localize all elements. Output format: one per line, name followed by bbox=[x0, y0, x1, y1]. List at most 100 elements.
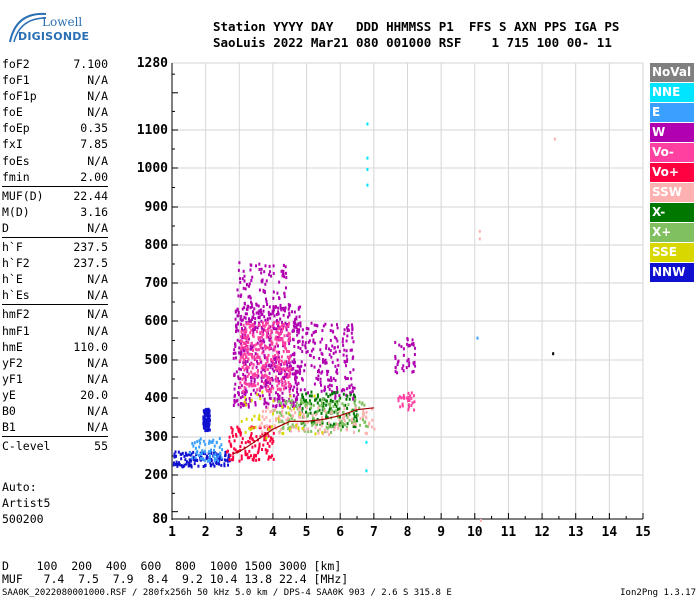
echo-point bbox=[273, 346, 276, 350]
param-value: 0.35 bbox=[80, 121, 108, 136]
echo-point bbox=[256, 330, 259, 334]
echo-point bbox=[295, 426, 298, 430]
echo-point bbox=[303, 399, 306, 403]
echo-point bbox=[398, 395, 401, 399]
echo-point bbox=[313, 330, 316, 334]
echo-point bbox=[292, 324, 295, 328]
echo-point bbox=[319, 340, 322, 344]
echo-point bbox=[203, 426, 206, 430]
echo-point bbox=[296, 328, 299, 332]
echo-point bbox=[266, 378, 269, 382]
param-value: 20.0 bbox=[80, 387, 108, 402]
echo-point bbox=[275, 327, 278, 331]
echo-point bbox=[277, 306, 280, 310]
param-row-b0: B0 N/A bbox=[2, 403, 108, 419]
echo-point bbox=[254, 373, 257, 377]
echo-point bbox=[397, 396, 400, 400]
echo-point bbox=[287, 399, 290, 403]
echo-point bbox=[232, 458, 235, 462]
echo-point bbox=[243, 315, 246, 319]
echo-point bbox=[259, 339, 262, 343]
echo-point bbox=[233, 393, 236, 397]
echo-point bbox=[204, 452, 207, 456]
echo-point bbox=[336, 415, 339, 419]
echo-point bbox=[410, 391, 413, 395]
echo-point bbox=[174, 450, 177, 454]
echo-point bbox=[259, 358, 262, 362]
echo-point bbox=[282, 431, 285, 435]
echo-point bbox=[405, 396, 408, 400]
echo-point bbox=[255, 302, 258, 306]
echo-point bbox=[212, 454, 215, 458]
echo-point bbox=[296, 329, 299, 333]
echo-point bbox=[307, 412, 310, 416]
echo-point bbox=[250, 328, 253, 332]
echo-point bbox=[241, 402, 244, 406]
echo-point bbox=[242, 353, 245, 357]
echo-point bbox=[213, 457, 216, 461]
echo-point bbox=[237, 427, 240, 431]
echo-point bbox=[329, 338, 332, 342]
echo-point bbox=[251, 373, 254, 377]
echo-point bbox=[301, 393, 304, 397]
echo-point bbox=[247, 372, 250, 376]
echo-point bbox=[224, 450, 227, 454]
echo-point bbox=[315, 421, 318, 425]
echo-point bbox=[363, 403, 366, 407]
echo-point bbox=[306, 350, 309, 354]
echo-point bbox=[232, 351, 235, 355]
echo-point bbox=[255, 264, 258, 268]
echo-point bbox=[233, 373, 236, 377]
echo-point bbox=[309, 411, 312, 415]
echo-point bbox=[206, 415, 209, 419]
muf-table-muf-row: MUF 7.4 7.5 7.9 8.4 9.2 10.4 13.8 22.4 [… bbox=[2, 572, 349, 586]
param-row-mufd: MUF(D) 22.44 bbox=[2, 188, 108, 204]
echo-point bbox=[344, 377, 347, 381]
echo-point bbox=[265, 335, 268, 339]
echo-point bbox=[325, 346, 328, 350]
echo-point bbox=[411, 338, 414, 342]
param-row-fxi: fxI 7.85 bbox=[2, 136, 108, 152]
echo-point bbox=[254, 316, 257, 320]
echo-point bbox=[322, 324, 325, 328]
y-tick-label: 1280 bbox=[137, 56, 168, 71]
echo-point bbox=[349, 393, 352, 397]
echo-point bbox=[280, 328, 283, 332]
echo-point bbox=[362, 409, 365, 413]
echo-point bbox=[279, 418, 282, 422]
echo-point bbox=[237, 377, 240, 381]
echo-point bbox=[237, 429, 240, 433]
echo-point bbox=[272, 363, 275, 367]
echo-point bbox=[341, 337, 344, 341]
echo-point bbox=[326, 426, 329, 430]
echo-point bbox=[203, 459, 206, 463]
echo-point bbox=[252, 312, 255, 316]
echo-point bbox=[303, 415, 306, 419]
echo-point bbox=[240, 335, 243, 339]
echo-point bbox=[301, 343, 304, 347]
echo-point bbox=[294, 376, 297, 380]
echo-point bbox=[260, 326, 263, 330]
echo-point bbox=[261, 447, 264, 451]
echo-point bbox=[478, 229, 481, 233]
echo-point bbox=[318, 421, 321, 425]
echo-point bbox=[336, 387, 339, 391]
echo-point bbox=[284, 374, 287, 378]
echo-point bbox=[280, 330, 283, 334]
echo-point bbox=[288, 321, 291, 325]
echo-point bbox=[307, 391, 310, 395]
echo-point bbox=[261, 278, 264, 282]
param-row-foe: foE N/A bbox=[2, 104, 108, 120]
echo-point bbox=[312, 338, 315, 342]
param-value: 7.100 bbox=[73, 57, 108, 71]
echo-point bbox=[333, 335, 336, 339]
echo-point bbox=[178, 463, 181, 467]
echo-point bbox=[296, 407, 299, 411]
param-value: 237.5 bbox=[73, 256, 108, 271]
echo-point bbox=[248, 325, 251, 329]
echo-point bbox=[246, 452, 249, 456]
echo-point bbox=[259, 435, 262, 439]
echo-point bbox=[345, 359, 348, 363]
echo-point bbox=[208, 439, 211, 443]
echo-point bbox=[266, 332, 269, 336]
